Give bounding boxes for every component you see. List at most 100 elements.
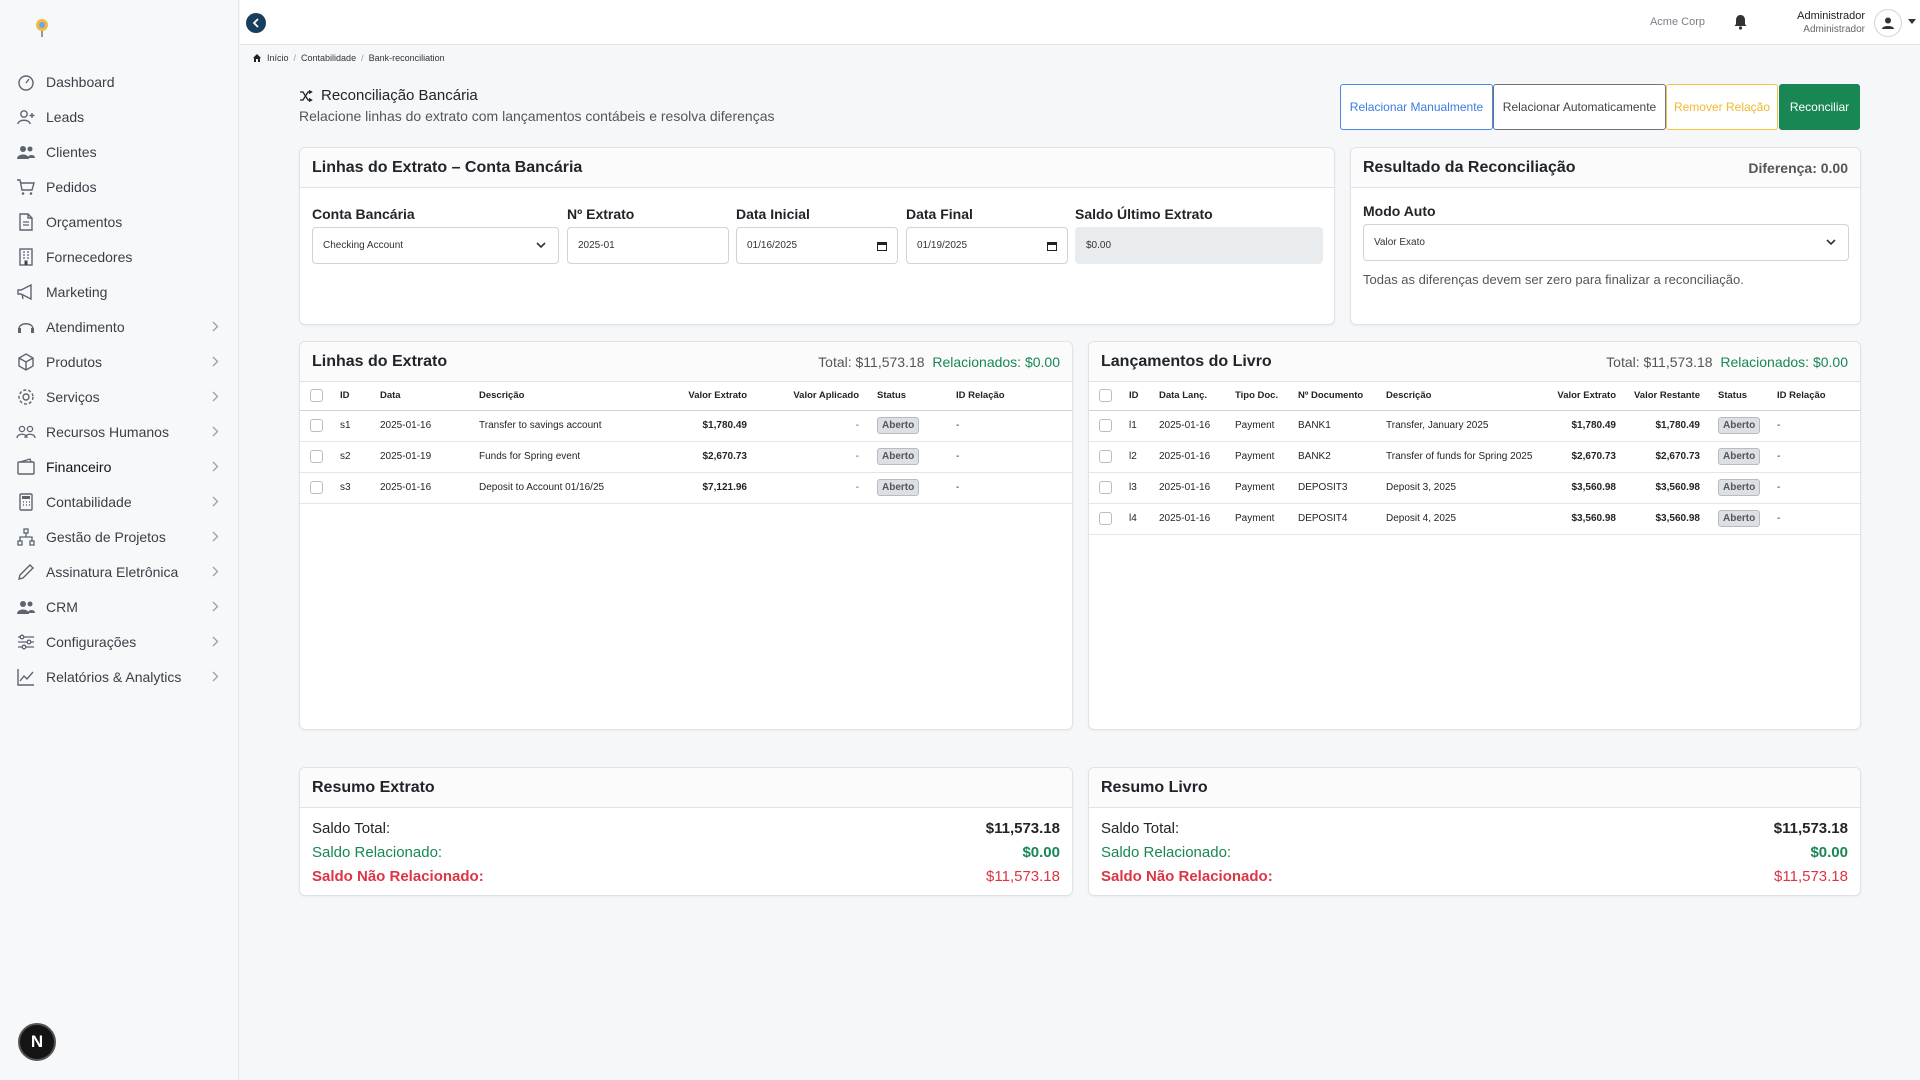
summary-label: Saldo Não Relacionado:	[1101, 868, 1273, 885]
column-header[interactable]: Status	[863, 382, 952, 411]
sidebar-item[interactable]: Marketing	[0, 274, 239, 309]
sidebar-item[interactable]: Financeiro	[0, 449, 239, 484]
cell-match-id: -	[1773, 503, 1860, 535]
table-row[interactable]: s3 2025-01-16 Deposit to Account 01/16/25 $…	[300, 472, 1072, 504]
column-header[interactable]: Tipo Doc.	[1231, 382, 1294, 411]
row-checkbox[interactable]	[1099, 450, 1112, 463]
row-checkbox[interactable]	[1099, 481, 1112, 494]
select-all-checkbox[interactable]	[310, 389, 323, 403]
sidebar-item[interactable]: Pedidos	[0, 169, 239, 204]
dev-indicator-button[interactable]: N	[18, 1023, 56, 1061]
sidebar-item-label: Serviços	[46, 388, 100, 405]
company-name[interactable]: Acme Corp	[1649, 16, 1705, 28]
column-header[interactable]: ID Relação	[952, 382, 1072, 411]
summary-total-row: Saldo Total: $11,573.18	[312, 820, 1060, 837]
table-row[interactable]: l2 2025-01-16 Payment BANK2 Transfer of fund…	[1089, 441, 1860, 473]
last-balance-input: $0.00	[1075, 227, 1323, 264]
row-checkbox[interactable]	[310, 419, 323, 432]
column-header[interactable]: Valor Extrato	[655, 382, 751, 411]
user-plus-icon	[17, 109, 35, 124]
column-header[interactable]: Descrição	[1382, 382, 1550, 411]
cell-description: Deposit 3, 2025	[1382, 472, 1550, 504]
difference-value: Diferença: 0.00	[1748, 160, 1848, 176]
match-automatically-button[interactable]: Relacionar Automaticamente	[1493, 84, 1666, 130]
column-header[interactable]: Data	[376, 382, 475, 411]
sidebar-item[interactable]: Configurações	[0, 624, 239, 659]
row-checkbox[interactable]	[310, 450, 323, 463]
sidebar-item[interactable]: Gestão de Projetos	[0, 519, 239, 554]
cell-match-id: -	[1773, 472, 1860, 504]
topbar: Acme Corp Administrador Administrador	[240, 0, 1920, 45]
sidebar-item[interactable]: Produtos	[0, 344, 239, 379]
row-checkbox[interactable]	[310, 481, 323, 494]
end-date-input[interactable]: 01/19/2025	[906, 227, 1068, 264]
column-header[interactable]: Descrição	[475, 382, 655, 411]
calendar-icon[interactable]	[877, 241, 887, 251]
summary-value: $11,573.18	[985, 820, 1060, 837]
card-header: Linhas do Extrato Total: $11,573.18 Rela…	[300, 342, 1072, 382]
sidebar-item[interactable]: Atendimento	[0, 309, 239, 344]
status-badge: Aberto	[1718, 479, 1761, 496]
statement-filter-card: Linhas do Extrato – Conta Bancária Conta…	[299, 147, 1335, 325]
column-header[interactable]: ID	[1125, 382, 1155, 411]
sidebar-item-label: Atendimento	[46, 318, 125, 335]
user-info[interactable]: Administrador Administrador	[1797, 9, 1865, 36]
bank-account-select[interactable]: Checking Account	[312, 227, 559, 264]
page-title: Reconciliação Bancária	[299, 87, 478, 104]
row-checkbox[interactable]	[1099, 419, 1112, 432]
breadcrumb-section[interactable]: Contabilidade	[301, 53, 357, 63]
column-header[interactable]: Valor Extrato	[1550, 382, 1620, 411]
column-header[interactable]: Data Lanç.	[1155, 382, 1231, 411]
ledger-totals: Total: $11,573.18 Relacionados: $0.00	[1606, 354, 1848, 370]
column-header[interactable]: ID Relação	[1773, 382, 1860, 411]
collapse-sidebar-button[interactable]	[246, 13, 266, 33]
cell-id: l2	[1125, 441, 1155, 473]
sidebar-item[interactable]: CRM	[0, 589, 239, 624]
cell-date: 2025-01-16	[376, 472, 475, 504]
match-manually-button[interactable]: Relacionar Manualmente	[1340, 84, 1493, 130]
auto-mode-select[interactable]: Valor Exato	[1363, 224, 1849, 261]
column-header[interactable]: ID	[336, 382, 376, 411]
select-all-checkbox[interactable]	[1099, 389, 1112, 403]
table-row[interactable]: s2 2025-01-19 Funds for Spring event $2,670…	[300, 441, 1072, 473]
avatar[interactable]	[1874, 9, 1902, 37]
statement-lines-card: Linhas do Extrato Total: $11,573.18 Rela…	[299, 341, 1073, 730]
column-header[interactable]: Nº Documento	[1294, 382, 1382, 411]
cell-id: s2	[336, 441, 376, 473]
start-date-input[interactable]: 01/16/2025	[736, 227, 898, 264]
sidebar-item[interactable]: Serviços	[0, 379, 239, 414]
table-row[interactable]: l3 2025-01-16 Payment DEPOSIT3 Deposit 3, 20…	[1089, 472, 1860, 504]
sidebar-item[interactable]: Contabilidade	[0, 484, 239, 519]
table-row[interactable]: s1 2025-01-16 Transfer to savings account $…	[300, 410, 1072, 442]
column-header[interactable]: Status	[1704, 382, 1773, 411]
column-header[interactable]: Valor Restante	[1620, 382, 1704, 411]
remove-match-button[interactable]: Remover Relação	[1666, 84, 1778, 130]
sidebar-item[interactable]: Assinatura Eletrônica	[0, 554, 239, 589]
home-icon[interactable]	[252, 53, 262, 63]
breadcrumb-home[interactable]: Início	[267, 53, 289, 63]
chevron-right-icon	[212, 426, 219, 437]
summary-label: Saldo Relacionado:	[312, 844, 443, 861]
sidebar-item[interactable]: Recursos Humanos	[0, 414, 239, 449]
sidebar-item[interactable]: Leads	[0, 99, 239, 134]
start-date-label: Data Inicial	[736, 206, 810, 222]
reconcile-button[interactable]: Reconciliar	[1779, 84, 1860, 130]
card-title: Resultado da Reconciliação	[1363, 158, 1576, 176]
user-menu-caret-icon[interactable]	[1908, 19, 1916, 24]
chevron-right-icon	[212, 391, 219, 402]
statement-number-input[interactable]: 2025-01	[567, 227, 729, 264]
cell-id: l3	[1125, 472, 1155, 504]
ledger-matched: Relacionados: $0.00	[1720, 354, 1848, 370]
sidebar-item[interactable]: Clientes	[0, 134, 239, 169]
sidebar-item[interactable]: Dashboard	[0, 64, 239, 99]
calendar-icon[interactable]	[1047, 241, 1057, 251]
table-row[interactable]: l1 2025-01-16 Payment BANK1 Transfer, Januar…	[1089, 410, 1860, 442]
sidebar-item[interactable]: Fornecedores	[0, 239, 239, 274]
bell-icon[interactable]	[1733, 14, 1748, 30]
sidebar-item[interactable]: Orçamentos	[0, 204, 239, 239]
table-row[interactable]: l4 2025-01-16 Payment DEPOSIT4 Deposit 4, 20…	[1089, 503, 1860, 535]
start-date-value: 01/16/2025	[747, 240, 798, 251]
row-checkbox[interactable]	[1099, 512, 1112, 525]
sidebar-item[interactable]: Relatórios & Analytics	[0, 659, 239, 694]
column-header[interactable]: Valor Aplicado	[751, 382, 863, 411]
